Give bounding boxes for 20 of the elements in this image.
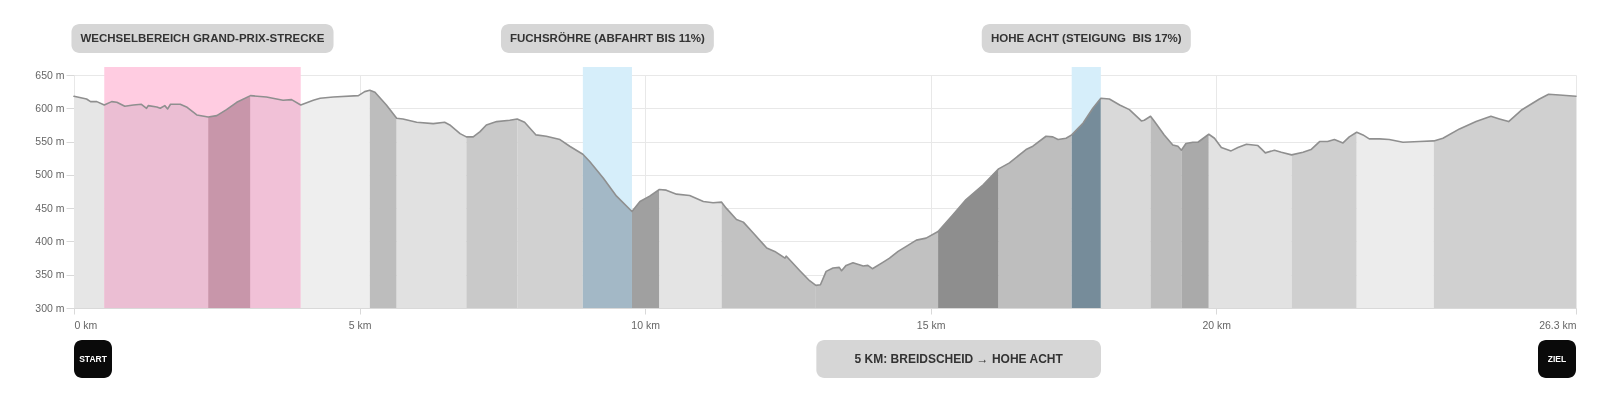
x-tick-label: 20 km bbox=[1202, 318, 1232, 331]
band-label: HOHE ACHT (STEIGUNG BIS 17%) bbox=[990, 32, 1182, 44]
y-tick-label: 300 m bbox=[35, 301, 65, 314]
text: 5 KM: BREIDSCHEID → HOHE ACHT bbox=[854, 352, 1064, 366]
y-tick-label: 400 m bbox=[35, 234, 65, 247]
x-tick-label: 15 km bbox=[916, 318, 946, 331]
band-label: WECHSELBEREICH GRAND-PRIX-STRECKE bbox=[80, 32, 325, 44]
text: START bbox=[79, 354, 108, 364]
y-tick-label: 500 m bbox=[35, 168, 65, 181]
x-tick-label: 26.3 km bbox=[1539, 318, 1577, 331]
y-tick-label: 600 m bbox=[35, 101, 65, 114]
y-tick-label: 550 m bbox=[35, 135, 65, 148]
text: ZIEL bbox=[1547, 354, 1567, 364]
x-tick-label: 10 km bbox=[631, 318, 661, 331]
x-tick-label: 0 km bbox=[74, 318, 98, 331]
y-tick-label: 350 m bbox=[35, 268, 65, 281]
y-tick-label: 650 m bbox=[35, 68, 65, 81]
y-tick-label: 450 m bbox=[35, 201, 65, 214]
band-label: FUCHSRÖHRE (ABFAHRT BIS 11%) bbox=[509, 32, 706, 44]
x-tick-label: 5 km bbox=[348, 318, 372, 331]
